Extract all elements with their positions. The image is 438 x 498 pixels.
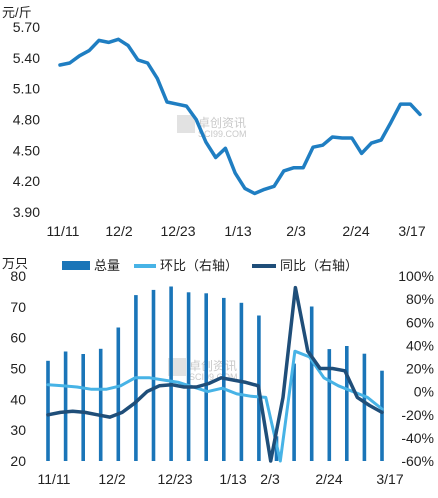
- volume-y-left-tick: 30: [10, 422, 26, 438]
- volume-y-right-tick: 0%: [414, 384, 434, 400]
- volume-y-right-tick: 60%: [406, 314, 434, 330]
- price-y-tick: 4.80: [13, 112, 40, 128]
- volume-bar: [345, 346, 349, 461]
- volume-y-right-tick: 20%: [406, 361, 434, 377]
- volume-y-left-tick: 50: [10, 361, 26, 377]
- watermark: 卓创资讯 SCI99.COM: [177, 115, 247, 139]
- price-y-tick: 4.20: [13, 173, 40, 189]
- price-y-tick: 5.10: [13, 81, 40, 97]
- legend-label-yoy: 同比（右轴）: [280, 258, 358, 273]
- volume-x-tick: 11/11: [38, 471, 71, 487]
- price-y-tick: 3.90: [13, 204, 40, 220]
- volume-y-right-tick: 40%: [406, 337, 434, 353]
- volume-bar: [362, 353, 367, 461]
- legend: 总量 环比（右轴） 同比（右轴）: [62, 258, 358, 273]
- price-y-tick: 5.40: [13, 50, 40, 66]
- price-y-tick: 4.50: [13, 142, 40, 158]
- price-y-tick: 5.70: [13, 19, 40, 35]
- volume-x-tick: 12/23: [157, 471, 192, 487]
- volume-bar: [98, 348, 103, 461]
- volume-y-left-tick: 20: [10, 453, 26, 469]
- watermark-brand: 卓创资讯: [198, 116, 246, 130]
- volume-x-tick: 1/13: [219, 471, 246, 487]
- volume-bar: [204, 293, 208, 461]
- volume-bar: [116, 327, 121, 461]
- price-x-tick: 11/11: [47, 223, 80, 239]
- volume-bar: [292, 363, 296, 461]
- price-chart: 元/斤 5.70 5.40 5.10 4.80 4.50 4.20 3.90 11/11 12…: [2, 5, 426, 239]
- volume-unit-label: 万只: [2, 256, 28, 271]
- legend-label-total: 总量: [94, 258, 120, 273]
- price-x-tick: 2/24: [342, 223, 369, 239]
- volume-bar: [63, 351, 68, 461]
- watermark-url: SCI99.COM: [198, 129, 247, 139]
- volume-bar: [380, 370, 384, 461]
- price-x-tick: 2/3: [286, 223, 306, 239]
- mom-line: [46, 349, 384, 463]
- volume-x-tick: 3/17: [376, 471, 403, 487]
- volume-y-right-tick: -20%: [401, 407, 434, 423]
- watermark-2-url: SCI99.COM: [189, 372, 238, 382]
- yoy-line: [46, 285, 384, 463]
- volume-bar: [327, 349, 332, 461]
- watermark-logo-icon: [177, 115, 195, 133]
- volume-y-right-tick: -60%: [401, 453, 434, 469]
- watermark-2-brand: 卓创资讯: [189, 359, 237, 373]
- legend-swatch-total: [62, 261, 90, 270]
- volume-x-tick: 2/3: [260, 471, 280, 487]
- price-x-tick: 12/23: [160, 223, 195, 239]
- volume-x-tick: 12/2: [98, 471, 125, 487]
- volume-y-right-tick: -40%: [401, 430, 434, 446]
- volume-y-left-tick: 70: [10, 299, 26, 315]
- volume-bar: [186, 292, 191, 461]
- volume-y-left-tick: 40: [10, 391, 26, 407]
- volume-y-left-tick: 80: [10, 268, 26, 284]
- price-x-tick: 1/13: [224, 223, 251, 239]
- volume-bar: [151, 289, 156, 461]
- volume-x-tick: 2/24: [315, 471, 342, 487]
- price-x-tick: 12/2: [105, 223, 132, 239]
- volume-bar: [309, 306, 314, 461]
- volume-y-right-tick: 80%: [406, 291, 434, 307]
- volume-y-left-tick: 60: [10, 330, 26, 346]
- volume-bar: [169, 286, 173, 461]
- volume-bar: [81, 354, 85, 461]
- volume-bar: [46, 360, 50, 461]
- volume-chart: 万只 总量 环比（右轴） 同比（右轴） 80 70 60 50 40 30 20 100% 8…: [2, 256, 434, 487]
- legend-label-mom: 环比（右轴）: [160, 258, 238, 273]
- price-unit-label: 元/斤: [2, 5, 32, 20]
- price-x-tick: 3/17: [398, 223, 425, 239]
- volume-y-right-tick: 100%: [398, 268, 434, 284]
- price-line: [58, 37, 422, 196]
